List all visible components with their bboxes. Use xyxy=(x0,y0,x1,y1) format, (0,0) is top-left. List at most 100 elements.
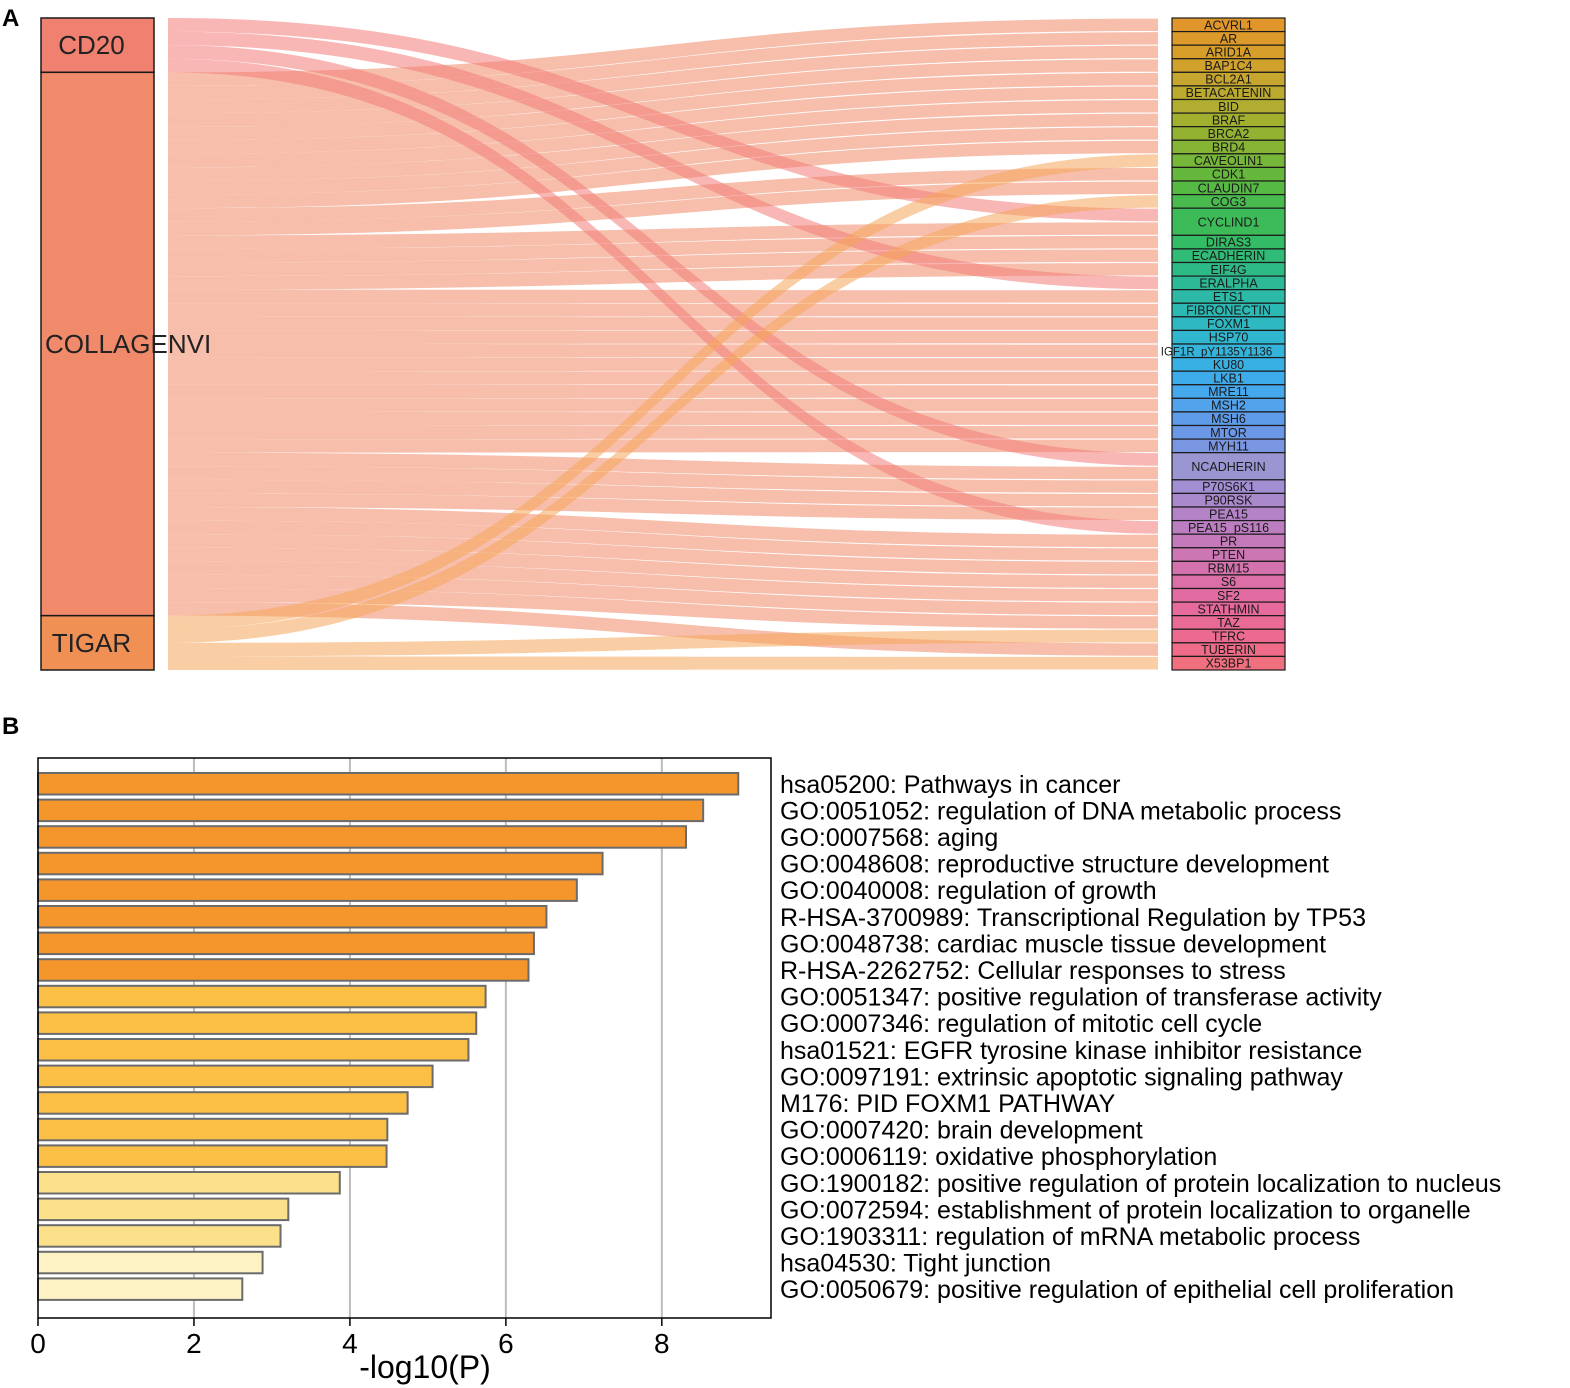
sankey-diagram: CD20 COLLAGENVI TIGAR ACVRL1ARARID1ABAP1C4… xyxy=(40,17,1286,671)
sankey-flows xyxy=(168,18,1158,670)
flow-collagenvi-braf xyxy=(168,113,1158,181)
flow-collagenvi-ku80 xyxy=(168,357,1158,372)
category-label-15: GO:0006119: oxidative phosphorylation xyxy=(780,1143,1217,1171)
flow-collagenvi-bcl2a1 xyxy=(168,72,1158,141)
x-tick-label: 8 xyxy=(654,1328,670,1359)
category-label-5: GO:0040008: regulation of growth xyxy=(780,877,1157,905)
source-node-collagenvi xyxy=(40,71,155,617)
category-labels: hsa05200: Pathways in cancerGO:0051052: … xyxy=(780,771,1501,1304)
category-label-17: GO:0072594: establishment of protein loc… xyxy=(780,1196,1471,1224)
flow-cd20-pea15-ps116 xyxy=(168,58,1158,534)
target-label-igf1r-py1135y1136: IGF1R_pY1135Y1136 xyxy=(1161,346,1272,358)
flow-collagenvi-msh2 xyxy=(168,398,1158,412)
flow-collagenvi-fibronectin xyxy=(168,303,1158,317)
category-label-9: GO:0051347: positive regulation of trans… xyxy=(780,984,1382,1012)
category-label-18: GO:1903311: regulation of mRNA metabolic… xyxy=(780,1223,1360,1251)
bar-12 xyxy=(37,1064,434,1089)
target-label-p90rsk: P90RSK xyxy=(1205,494,1254,508)
bar-13 xyxy=(37,1091,409,1115)
target-label-diras3: DIRAS3 xyxy=(1206,236,1251,250)
target-label-p70s6k1: P70S6K1 xyxy=(1202,480,1255,494)
bar-series xyxy=(37,772,740,1301)
target-label-pea15: PEA15 xyxy=(1209,507,1248,521)
bar-3 xyxy=(37,825,688,849)
target-node-x53bp1 xyxy=(1171,655,1286,671)
flow-collagenvi-igf1r-py1135y1136 xyxy=(168,344,1158,358)
plot-frame xyxy=(37,757,772,1319)
target-label-msh6: MSH6 xyxy=(1211,412,1246,426)
flow-collagenvi-taz xyxy=(168,588,1158,629)
bar-10 xyxy=(37,1011,478,1035)
flow-collagenvi-myh11 xyxy=(168,439,1158,453)
target-label-pea15-ps116: PEA15_pS116 xyxy=(1188,521,1269,535)
target-label-fibronectin: FIBRONECTIN xyxy=(1186,304,1271,318)
bar-9 xyxy=(37,984,487,1009)
source-label-tigar: TIGAR xyxy=(52,628,131,658)
category-label-12: GO:0097191: extrinsic apoptotic signalin… xyxy=(780,1063,1343,1091)
flow-collagenvi-lkb1 xyxy=(168,371,1158,385)
target-node-cyclind1 xyxy=(1171,207,1286,236)
bar-5 xyxy=(37,878,578,902)
bar-8 xyxy=(37,958,530,982)
target-label-betacatenin: BETACATENIN xyxy=(1186,86,1272,100)
x-tick-label: 4 xyxy=(342,1328,358,1359)
bar-17 xyxy=(37,1197,290,1222)
target-label-foxm1: FOXM1 xyxy=(1207,317,1250,331)
bar-1 xyxy=(37,772,740,796)
category-label-16: GO:1900182: positive regulation of prote… xyxy=(780,1170,1501,1198)
category-label-4: GO:0048608: reproductive structure devel… xyxy=(780,851,1329,879)
target-label-ar: AR xyxy=(1220,32,1237,46)
flow-collagenvi-cdk1 xyxy=(168,168,1158,222)
category-label-19: hsa04530: Tight junction xyxy=(780,1250,1051,1278)
target-label-ets1: ETS1 xyxy=(1213,290,1244,304)
flow-collagenvi-brd4 xyxy=(168,140,1158,209)
flow-tigar-caveolin1 xyxy=(168,154,1158,630)
x-axis-ticks: 0 2 4 6 8 xyxy=(30,1318,670,1359)
target-label-eif4g: EIF4G xyxy=(1210,263,1246,277)
target-label-bid: BID xyxy=(1218,100,1239,114)
target-label-pten: PTEN xyxy=(1212,548,1245,562)
flow-tigar-cog3 xyxy=(168,195,1158,643)
target-label-msh2: MSH2 xyxy=(1211,399,1246,413)
target-label-cog3: COG3 xyxy=(1211,195,1246,209)
target-label-mtor: MTOR xyxy=(1210,426,1247,440)
bar-14 xyxy=(37,1117,389,1142)
bar-7 xyxy=(37,931,535,956)
source-label-collagenvi: COLLAGENVI xyxy=(45,329,211,359)
target-label-eralpha: ERALPHA xyxy=(1199,276,1258,290)
target-label-bcl2a1: BCL2A1 xyxy=(1205,73,1252,87)
source-label-cd20: CD20 xyxy=(58,30,124,60)
target-label-ncadherin: NCADHERIN xyxy=(1191,460,1265,474)
flow-collagenvi-p90rsk xyxy=(168,479,1158,507)
category-label-10: GO:0007346: regulation of mitotic cell c… xyxy=(780,1010,1262,1038)
bar-11 xyxy=(37,1038,470,1062)
target-label-caveolin1: CAVEOLIN1 xyxy=(1194,154,1263,168)
target-label-s6: S6 xyxy=(1221,575,1236,589)
x-tick-label: 2 xyxy=(186,1328,202,1359)
category-label-13: M176: PID FOXM1 PATHWAY xyxy=(780,1090,1116,1118)
flow-collagenvi-rbm15 xyxy=(168,534,1158,575)
flow-cd20-ncadherin xyxy=(168,45,1158,466)
sankey-target-nodes: ACVRL1ARARID1ABAP1C4BCL2A1BETACATENINBID… xyxy=(1161,17,1286,671)
target-label-stathmin: STATHMIN xyxy=(1197,602,1259,616)
target-label-lkb1: LKB1 xyxy=(1213,371,1244,385)
target-label-hsp70: HSP70 xyxy=(1209,331,1249,345)
target-label-ecadherin: ECADHERIN xyxy=(1192,249,1266,263)
panel-b-label: B xyxy=(2,713,19,740)
flow-collagenvi-cyclind1 xyxy=(168,222,1158,249)
flow-collagenvi-hsp70 xyxy=(168,330,1158,344)
x-tick-label: 0 xyxy=(30,1328,46,1359)
flow-collagenvi-eif4g xyxy=(168,263,1158,290)
target-label-x53bp1: X53BP1 xyxy=(1206,657,1252,671)
x-axis-label: -log10(P) xyxy=(359,1349,491,1385)
target-label-braf: BRAF xyxy=(1212,113,1246,127)
category-label-14: GO:0007420: brain development xyxy=(780,1117,1143,1145)
target-label-sf2: SF2 xyxy=(1217,589,1240,603)
category-label-8: R-HSA-2262752: Cellular responses to str… xyxy=(780,957,1286,985)
target-label-claudin7: CLAUDIN7 xyxy=(1198,181,1260,195)
category-label-3: GO:0007568: aging xyxy=(780,824,998,852)
category-label-20: GO:0050679: positive regulation of epith… xyxy=(780,1276,1454,1304)
target-label-cyclind1: CYCLIND1 xyxy=(1198,215,1260,229)
